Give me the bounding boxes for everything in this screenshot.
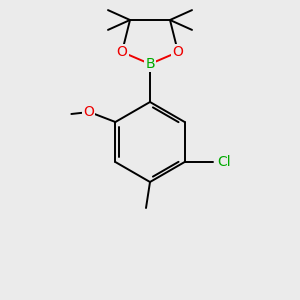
Text: O: O xyxy=(172,45,183,59)
Text: O: O xyxy=(83,105,94,119)
Text: B: B xyxy=(145,57,155,71)
Text: O: O xyxy=(117,45,128,59)
Text: Cl: Cl xyxy=(218,155,231,169)
